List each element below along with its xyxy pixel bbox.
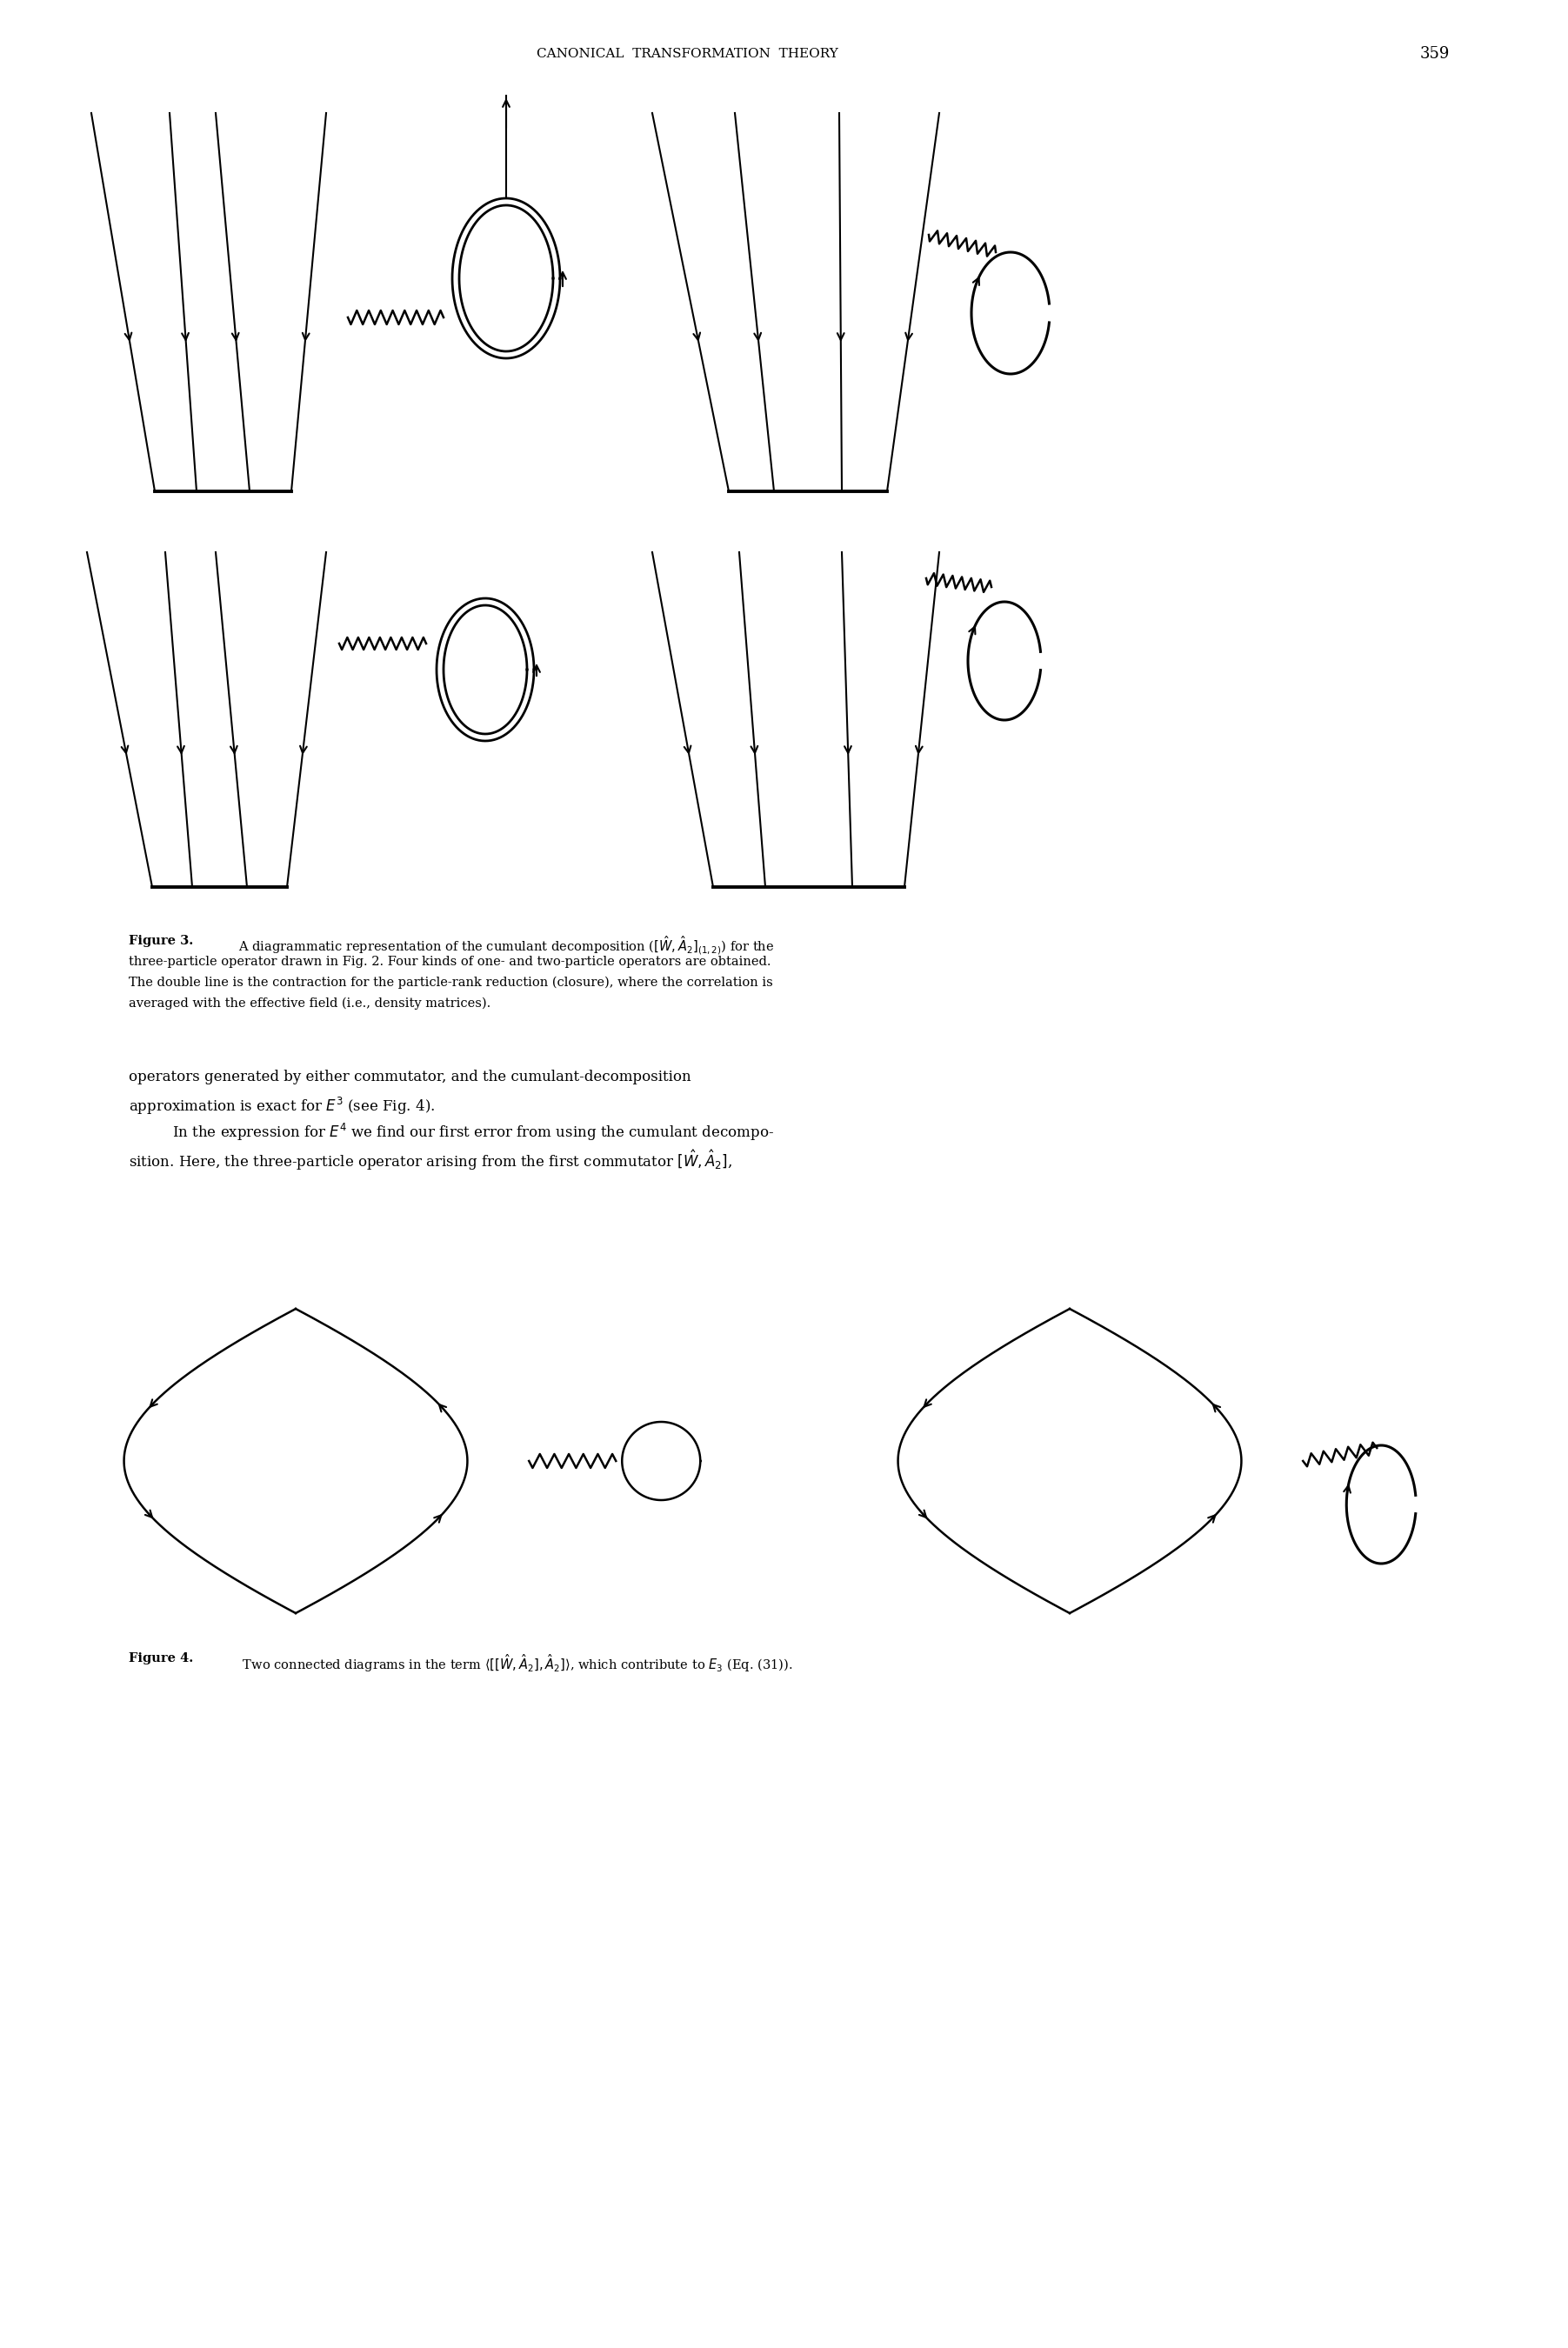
Text: CANONICAL  TRANSFORMATION  THEORY: CANONICAL TRANSFORMATION THEORY	[536, 47, 837, 61]
Text: operators generated by either commutator, and the cumulant-decomposition: operators generated by either commutator…	[129, 1071, 691, 1085]
Text: A diagrammatic representation of the cumulant decomposition ($[\hat{W},\hat{A}_2: A diagrammatic representation of the cum…	[230, 935, 775, 958]
Text: three-particle operator drawn in Fig. 2. Four kinds of one- and two-particle ope: three-particle operator drawn in Fig. 2.…	[129, 956, 771, 967]
Text: averaged with the effective field (i.e., density matrices).: averaged with the effective field (i.e.,…	[129, 998, 491, 1010]
Text: approximation is exact for $E^3$ (see Fig. 4).: approximation is exact for $E^3$ (see Fi…	[129, 1097, 434, 1118]
Text: In the expression for $E^4$ we find our first error from using the cumulant deco: In the expression for $E^4$ we find our …	[172, 1122, 775, 1143]
Text: Two connected diagrams in the term $\langle[[\hat{W},\hat{A}_2],\hat{A}_2]\rangl: Two connected diagrams in the term $\lan…	[230, 1653, 792, 1674]
Text: The double line is the contraction for the particle-rank reduction (closure), wh: The double line is the contraction for t…	[129, 977, 773, 989]
Text: Figure 3.: Figure 3.	[129, 935, 193, 946]
Text: 359: 359	[1421, 47, 1450, 61]
Text: Figure 4.: Figure 4.	[129, 1653, 193, 1665]
Text: sition. Here, the three-particle operator arising from the first commutator $[\h: sition. Here, the three-particle operato…	[129, 1148, 732, 1172]
